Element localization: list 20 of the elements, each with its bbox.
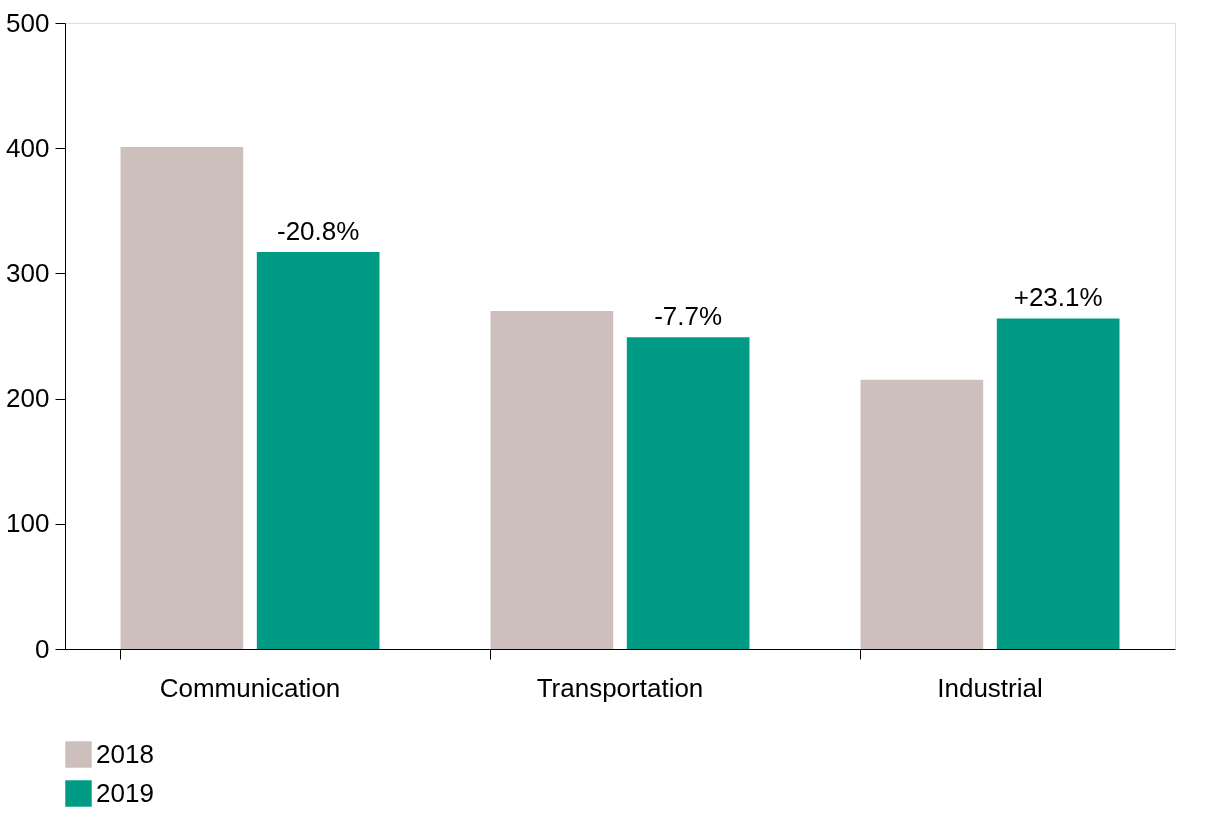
x-tick-label: Transportation: [536, 672, 704, 703]
y-tick-label: 300: [6, 257, 50, 288]
bar: [490, 310, 614, 649]
annotation: -7.7%: [654, 301, 723, 332]
y-tick-label: 0: [35, 633, 50, 664]
legend-label: 2018: [96, 738, 154, 769]
y-tick-label: 400: [6, 132, 50, 163]
x-tick-label: Communication: [159, 672, 341, 703]
y-tick-label: 500: [6, 7, 50, 38]
bar: [256, 252, 380, 649]
annotation: +23.1%: [1013, 282, 1103, 313]
annotation: -20.8%: [276, 216, 360, 247]
bar: [860, 379, 984, 649]
y-tick-label: 100: [6, 508, 50, 539]
bar: [996, 318, 1120, 649]
bar: [626, 337, 750, 649]
legend-label: 2019: [96, 777, 154, 808]
y-tick-label: 200: [6, 383, 50, 414]
x-tick-label: Industrial: [937, 672, 1043, 703]
bar: [120, 146, 244, 649]
